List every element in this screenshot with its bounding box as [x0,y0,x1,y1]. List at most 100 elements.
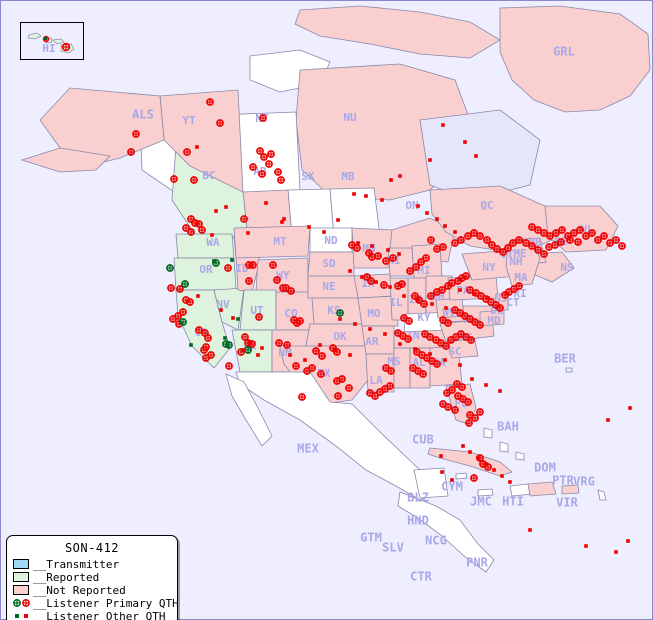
listener-primary-qth-marker[interactable] [249,261,257,269]
listener-primary-qth-marker[interactable] [274,168,282,176]
listener-primary-qth-marker[interactable] [317,370,325,378]
listener-primary-qth-marker[interactable] [515,282,523,290]
listener-primary-qth-marker[interactable] [398,280,406,288]
listener-primary-qth-marker[interactable] [464,398,472,406]
listener-primary-qth-marker[interactable] [345,384,353,392]
listener-other-qth-marker[interactable] [246,231,250,235]
listener-primary-qth-marker[interactable] [442,342,450,350]
listener-other-qth-marker[interactable] [486,296,490,300]
listener-other-qth-marker[interactable] [241,348,245,352]
listener-other-qth-marker[interactable] [430,302,434,306]
listener-primary-qth-marker[interactable] [476,232,484,240]
listener-other-qth-marker[interactable] [397,252,401,256]
listener-primary-qth-marker[interactable] [606,239,614,247]
listener-other-qth-marker[interactable] [388,285,392,289]
listener-primary-qth-marker[interactable] [458,383,466,391]
listener-other-qth-marker[interactable] [470,377,474,381]
listener-other-qth-marker[interactable] [280,220,284,224]
listener-primary-qth-marker[interactable] [244,346,252,354]
listener-primary-qth-marker[interactable] [406,267,414,275]
listener-primary-qth-marker[interactable] [308,364,316,372]
listener-primary-qth-marker[interactable] [528,223,536,231]
listener-other-qth-marker[interactable] [348,353,352,357]
listener-primary-qth-marker[interactable] [534,226,542,234]
listener-other-qth-marker[interactable] [303,358,307,362]
listener-primary-qth-marker[interactable] [191,219,199,227]
listener-primary-qth-marker[interactable] [419,370,427,378]
listener-primary-qth-marker[interactable] [277,176,285,184]
listener-primary-qth-marker[interactable] [195,220,203,228]
listener-primary-qth-marker[interactable] [167,284,175,292]
listener-primary-qth-marker[interactable] [318,352,326,360]
listener-other-qth-marker[interactable] [210,233,214,237]
listener-other-qth-marker[interactable] [628,406,632,410]
listener-other-qth-marker[interactable] [353,322,357,326]
listener-primary-qth-marker[interactable] [237,348,245,356]
listener-primary-qth-marker[interactable] [273,276,281,284]
listener-other-qth-marker[interactable] [484,462,488,466]
listener-primary-qth-marker[interactable] [612,236,620,244]
listener-other-qth-marker[interactable] [386,248,390,252]
listener-other-qth-marker[interactable] [333,348,337,352]
listener-primary-qth-marker[interactable] [259,114,267,122]
listener-primary-qth-marker[interactable] [422,254,430,262]
listener-primary-qth-marker[interactable] [509,239,517,247]
listener-primary-qth-marker[interactable] [179,308,187,316]
listener-primary-qth-marker[interactable] [618,242,626,250]
listener-primary-qth-marker[interactable] [267,150,275,158]
listener-primary-qth-marker[interactable] [470,474,478,482]
listener-primary-qth-marker[interactable] [265,160,273,168]
listener-primary-qth-marker[interactable] [496,304,504,312]
listener-primary-qth-marker[interactable] [557,238,565,246]
listener-other-qth-marker[interactable] [528,528,532,532]
listener-other-qth-marker[interactable] [288,353,292,357]
listener-primary-qth-marker[interactable] [451,406,459,414]
listener-primary-qth-marker[interactable] [558,226,566,234]
listener-primary-qth-marker[interactable] [334,392,342,400]
listener-other-qth-marker[interactable] [214,209,218,213]
listener-primary-qth-marker[interactable] [417,258,425,266]
listener-primary-qth-marker[interactable] [333,348,341,356]
listener-primary-qth-marker[interactable] [258,170,266,178]
listener-primary-qth-marker[interactable] [484,463,492,471]
listener-primary-qth-marker[interactable] [404,335,412,343]
listener-other-qth-marker[interactable] [360,275,364,279]
listener-primary-qth-marker[interactable] [275,339,283,347]
listener-primary-qth-marker[interactable] [534,246,542,254]
listener-primary-qth-marker[interactable] [466,286,474,294]
listener-other-qth-marker[interactable] [380,198,384,202]
listener-other-qth-marker[interactable] [626,539,630,543]
listener-primary-qth-marker[interactable] [439,243,447,251]
listener-primary-qth-marker[interactable] [363,273,371,281]
listener-primary-qth-marker[interactable] [411,292,419,300]
listener-other-qth-marker[interactable] [307,225,311,229]
listener-other-qth-marker[interactable] [614,550,618,554]
listener-other-qth-marker[interactable] [398,174,402,178]
listener-other-qth-marker[interactable] [224,205,228,209]
listener-primary-qth-marker[interactable] [371,392,379,400]
listener-other-qth-marker[interactable] [231,316,235,320]
listener-primary-qth-marker[interactable] [182,224,190,232]
listener-primary-qth-marker[interactable] [190,176,198,184]
listener-primary-qth-marker[interactable] [493,245,501,253]
listener-primary-qth-marker[interactable] [179,318,187,326]
listener-other-qth-marker[interactable] [508,480,512,484]
listener-other-qth-marker[interactable] [472,292,476,296]
listener-other-qth-marker[interactable] [212,259,216,263]
listener-other-qth-marker[interactable] [584,544,588,548]
listener-other-qth-marker[interactable] [458,288,462,292]
listener-other-qth-marker[interactable] [352,192,356,196]
listener-other-qth-marker[interactable] [458,363,462,367]
map-legend[interactable]: SON-412 __Transmitter __Reported __Not R… [6,535,179,620]
listener-primary-qth-marker[interactable] [488,241,496,249]
listener-primary-qth-marker[interactable] [255,313,263,321]
listener-other-qth-marker[interactable] [389,178,393,182]
listener-other-qth-marker[interactable] [336,218,340,222]
listener-primary-qth-marker[interactable] [298,393,306,401]
listener-other-qth-marker[interactable] [348,269,352,273]
listener-primary-qth-marker[interactable] [540,250,548,258]
listener-primary-qth-marker[interactable] [260,153,268,161]
listener-primary-qth-marker[interactable] [367,277,375,285]
listener-other-qth-marker[interactable] [223,336,227,340]
